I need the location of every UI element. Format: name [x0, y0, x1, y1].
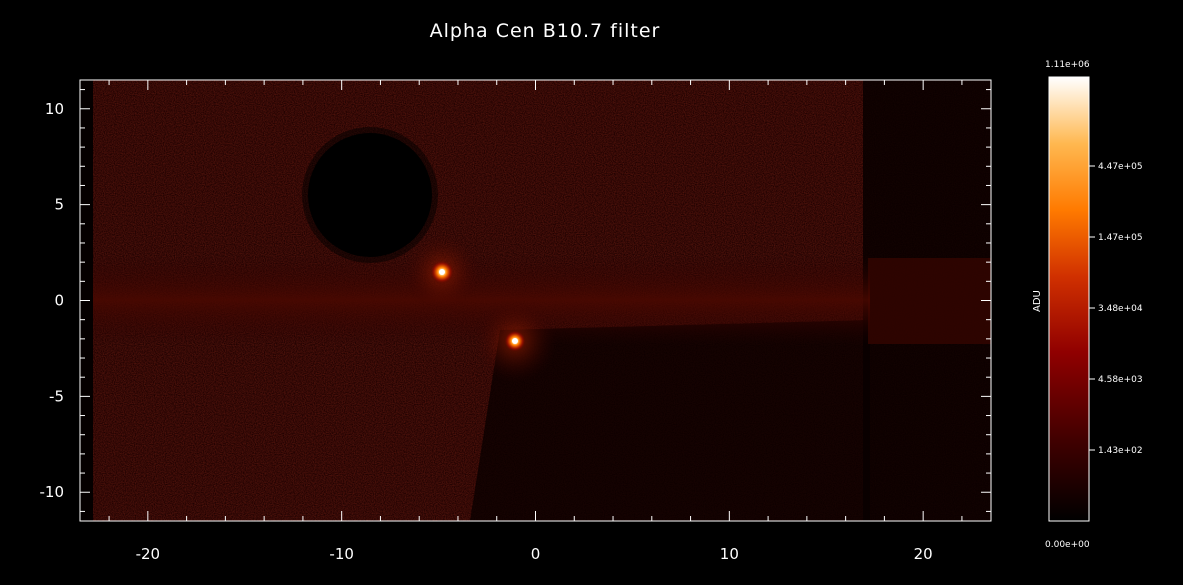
colorbar [1048, 76, 1090, 522]
colorbar-tick-label: 3.48e+04 [1098, 304, 1143, 314]
colorbar-ticks: 4.47e+05 1.47e+05 3.48e+04 4.58e+03 1.43e+02 [1089, 162, 1143, 456]
colorbar-tick-label: 4.58e+03 [1098, 375, 1143, 385]
x-tick-label: 10 [720, 545, 739, 563]
x-tick-label: 0 [531, 545, 541, 563]
image-title: Alpha Cen B10.7 filter [429, 20, 661, 42]
axis-labels: -20 -10 0 10 20 10 5 0 -5 -10 [40, 100, 933, 563]
y-tick-label: 5 [54, 196, 64, 214]
y-tick-label: 0 [54, 292, 64, 310]
x-tick-label: 20 [914, 545, 933, 563]
colorbar-unit-label: ADU [1032, 290, 1043, 312]
colorbar-tick-label: 4.47e+05 [1098, 162, 1143, 172]
colorbar-tick-label: 1.47e+05 [1098, 233, 1143, 243]
detector-image [80, 80, 991, 521]
x-tick-label: -20 [136, 545, 161, 563]
x-tick-label: -10 [329, 545, 354, 563]
y-tick-label: 10 [45, 100, 64, 118]
colorbar-max-label: 1.11e+06 [1045, 60, 1090, 70]
y-tick-label: -10 [40, 483, 65, 501]
axis-ticks [80, 80, 991, 521]
colorbar-tick-label: 1.43e+02 [1098, 446, 1143, 456]
y-tick-label: -5 [49, 387, 64, 405]
colorbar-min-label: 0.00e+00 [1045, 540, 1090, 550]
